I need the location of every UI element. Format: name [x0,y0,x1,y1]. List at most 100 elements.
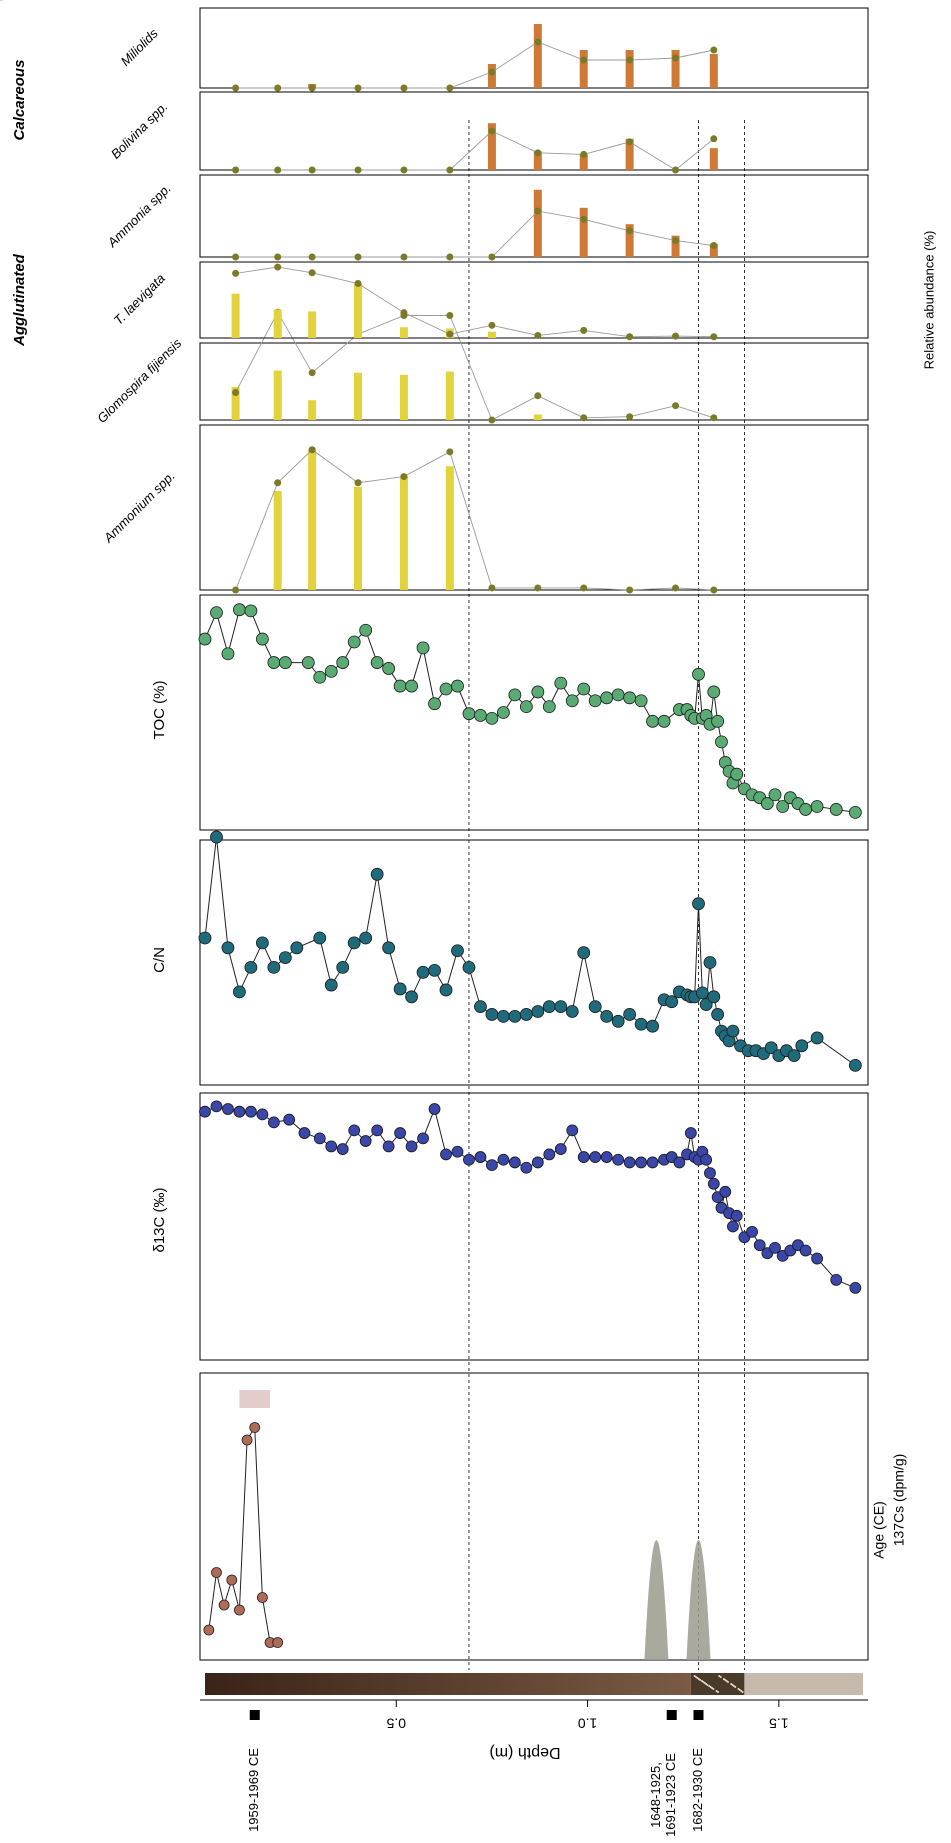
d13c-point [830,1274,843,1286]
age-marker-label: 1648-1925, [648,1762,663,1828]
cn-point [347,936,361,950]
d13c-point [566,1124,579,1137]
age-marker-square [249,1710,260,1720]
shell-dot [711,1687,714,1689]
cn-point [692,897,705,911]
foram-count-point [710,586,718,594]
foram-count-point [710,135,718,143]
foram-count-point [488,584,496,592]
shell-dot [732,1685,735,1687]
foram-count-point [672,584,680,592]
cn-point [810,1031,824,1045]
cn-point [600,1010,614,1023]
foram-count-point [274,84,282,92]
d13c-point [623,1156,636,1169]
foram-count-point [534,584,542,592]
d13c-point [474,1151,487,1163]
foram-bar [533,414,542,420]
foram-count-point [274,479,282,487]
foram-count-point [534,207,542,215]
foram-count-point [710,414,718,422]
foram-count-point [488,253,496,261]
foram-count-point [626,586,634,594]
foram-count-point [354,166,362,174]
cn-point [699,998,713,1012]
foram-panel-6-frame [199,261,869,339]
cn-point [726,1024,740,1038]
toc-point [730,767,744,781]
cn-point [485,1008,499,1021]
foram-count-point [400,473,408,481]
d13c-point [394,1127,407,1139]
foram-bar [354,372,363,420]
d13c-point [463,1153,475,1166]
foram-bar [273,491,282,590]
cn-point [255,936,269,950]
cs-point [211,1567,222,1578]
foram-count-point [354,479,362,487]
cn-point [359,931,373,945]
toc-point [715,735,728,749]
cn-axis-title: C/N [151,947,168,973]
cn-point [198,931,212,945]
d13c-point [245,1105,257,1118]
d13c-point [210,1100,223,1113]
d13c-point [428,1103,441,1115]
toc-point [416,641,430,655]
cn-point [711,1008,725,1021]
foram-bar [231,293,240,338]
foram-bar [273,309,282,338]
foram-bar [625,224,634,257]
depth-tick-label: 0.5 [386,1715,406,1731]
foram-count-point [446,448,454,456]
foram-count-point [488,416,496,424]
depth-tick-label: 1.5 [769,1715,789,1731]
foram-bar [487,331,496,338]
d13c-point [313,1132,326,1145]
calcareous-header: Calcareous [11,60,28,141]
foram-bar [308,400,317,420]
foram-count-point [672,332,680,340]
toc-point [359,623,373,637]
toc-point [474,709,487,722]
toc-point [428,697,441,711]
d13c-point [730,1209,743,1222]
foram-count-point [672,54,680,62]
foram-count-point [626,138,634,146]
age-marker-square [666,1710,677,1720]
shell-dot [726,1681,729,1683]
foram-count-point [710,333,718,341]
foram-bar [533,151,542,170]
shell-dot [731,1684,734,1686]
shell-dot [724,1679,727,1681]
shell-dot [697,1678,700,1680]
cn-point [646,1019,659,1033]
toc-point [707,685,721,699]
toc-point [634,694,648,708]
toc-point [405,679,418,693]
foram-count-point [308,253,316,261]
foram-taxon-label: Ammonia spp. [104,181,174,251]
foram-bar [709,148,718,170]
lithology-mangrove-peat [205,1673,691,1695]
foram-count-point [580,150,588,158]
foram-count-point [354,280,362,288]
d13c-point [371,1124,384,1137]
foram-bar [445,371,454,420]
d13c-point [405,1140,418,1153]
age-axis-title: Age (CE) [871,1501,887,1559]
shell-dot [700,1680,703,1682]
toc-point [848,805,862,819]
cn-point [611,1014,625,1028]
cn-line [204,837,856,1066]
foram-panel-5-frame [199,342,869,421]
foram-count-line [235,41,714,89]
foram-taxon-label: Miliolids [118,25,162,69]
cn-point [565,1005,579,1018]
d13c-point [635,1156,648,1169]
cs-axis-title: 137Cs (dpm/g) [891,1454,907,1547]
d13c-point [577,1151,590,1163]
toc-point [301,656,315,669]
foram-bar [625,50,634,88]
